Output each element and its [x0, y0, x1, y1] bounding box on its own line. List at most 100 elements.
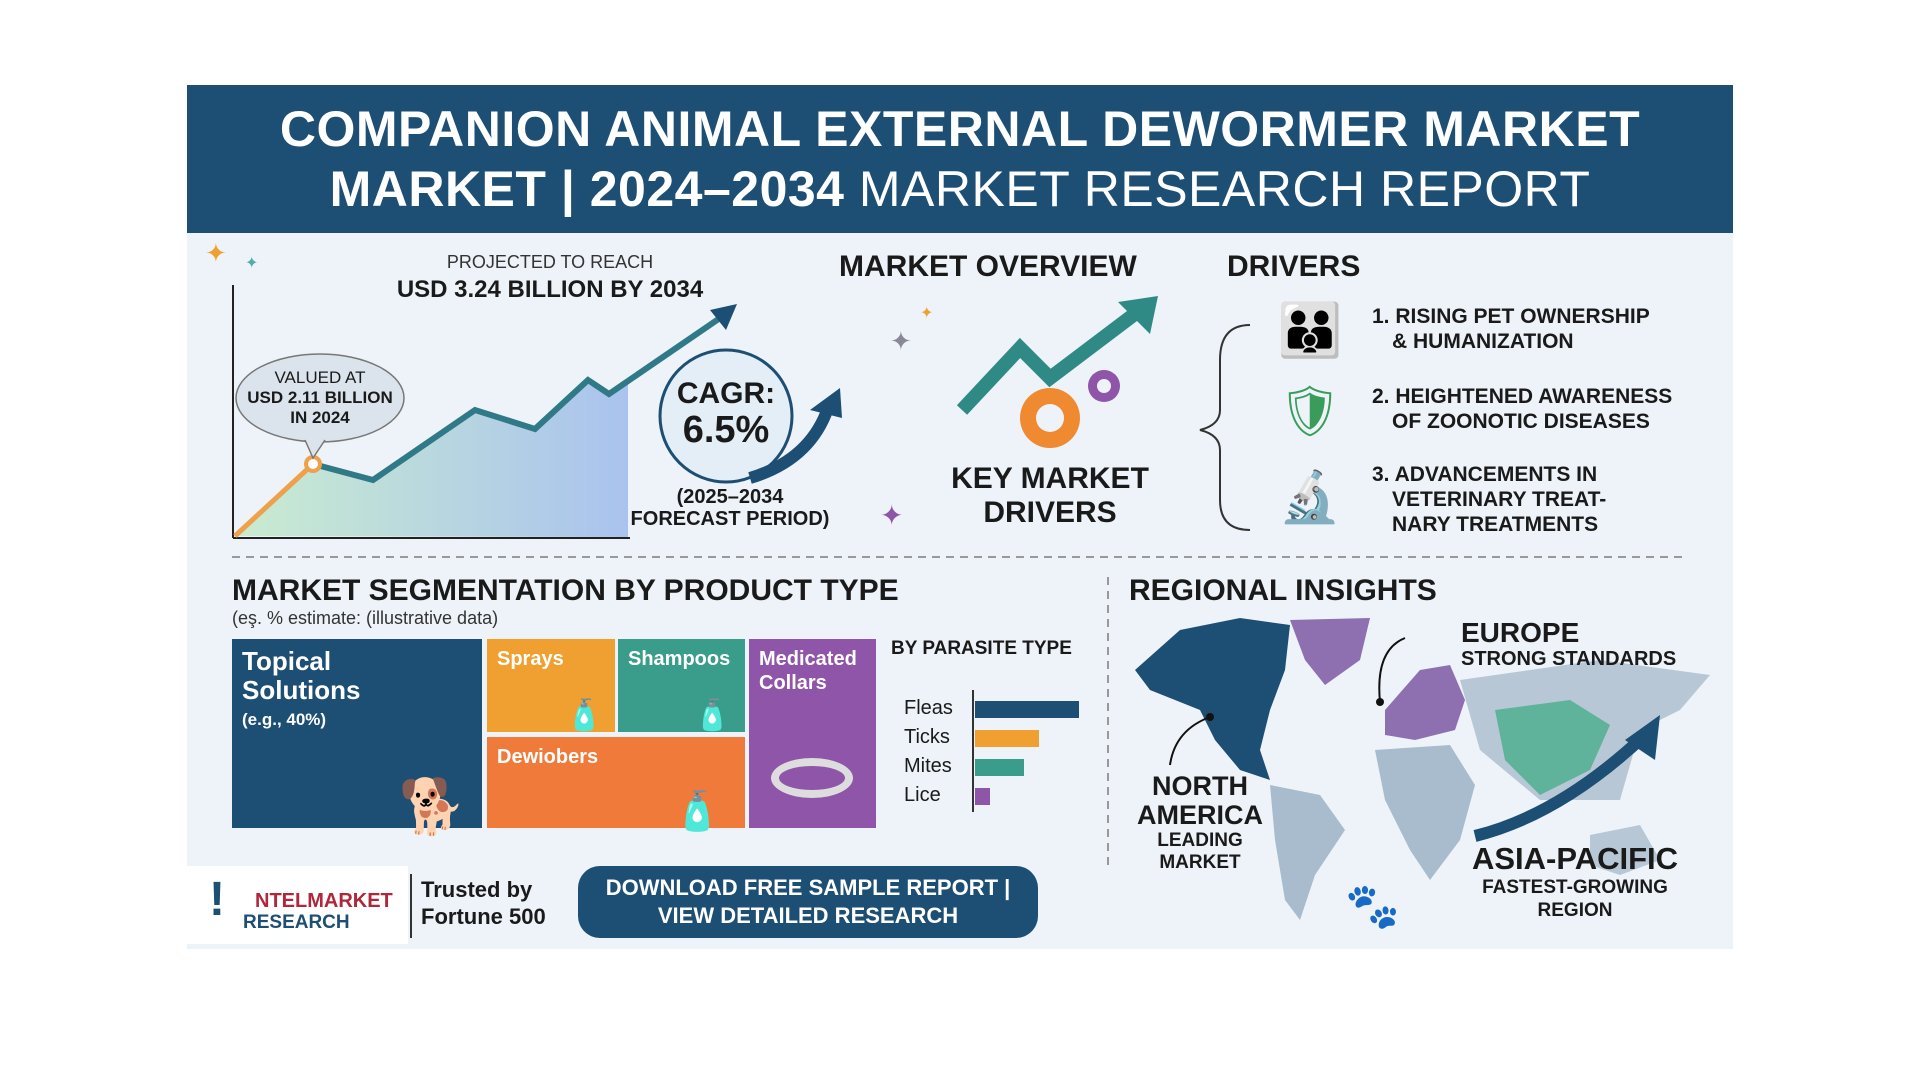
svg-text:✦: ✦	[205, 238, 227, 268]
driver-3-l1: 3. ADVANCEMENTS IN	[1372, 463, 1598, 486]
valued-l1: VALUED AT	[274, 368, 366, 387]
title-banner: COMPANION ANIMAL EXTERNAL DEWORMER MARKE…	[187, 85, 1733, 233]
svg-text:✦: ✦	[880, 500, 903, 531]
map-europe	[1385, 665, 1465, 740]
segment-topical: Topical Solutions (e.g., 40%) 🐕	[232, 639, 482, 837]
cta-l1: DOWNLOAD FREE SAMPLE REPORT |	[605, 875, 1011, 900]
map-south-america	[1270, 785, 1345, 920]
parasite-bar-fleas	[975, 701, 1079, 718]
logo: ! NTELMARKET RESEARCH	[187, 866, 408, 944]
segment-medicated-collars: Medicated Collars	[749, 639, 876, 828]
na-l1: NORTH	[1152, 771, 1248, 801]
spray-bottle-icon: 🧴	[565, 699, 603, 732]
parasite-title: BY PARASITE TYPE	[891, 638, 1072, 659]
segment-topical-l2: Solutions	[242, 675, 361, 705]
key-l1: KEY MARKET	[951, 462, 1149, 495]
apac-sub2: REGION	[1537, 900, 1613, 921]
forecast-period: (2025–2034 FORECAST PERIOD)	[610, 486, 850, 530]
parasite-label-lice: Lice	[904, 784, 941, 806]
apac-title: ASIA-PACIFIC	[1471, 841, 1679, 876]
shampoo-bottle-icon: 🧴	[693, 699, 731, 732]
segment-dewiobers: Dewiobers 🧴	[487, 737, 745, 831]
cagr-label: CAGR:	[676, 377, 776, 410]
infographic-panel	[187, 233, 1733, 949]
overview-trend-arrow	[956, 304, 1145, 415]
svg-text:✦: ✦	[890, 326, 912, 356]
map-greenland	[1290, 618, 1370, 685]
apac-sub1: FASTEST-GROWING	[1482, 877, 1668, 898]
trusted-l1: Trusted by	[421, 877, 533, 902]
download-sample-button[interactable]: DOWNLOAD FREE SAMPLE REPORT | VIEW DETAIL…	[578, 866, 1038, 938]
parasite-label-ticks: Ticks	[904, 726, 950, 748]
lab-microscope-icon: 🔬	[1278, 469, 1342, 525]
valued-l2: USD 2.11 BILLION	[247, 388, 393, 407]
collar-icon	[771, 758, 853, 798]
projected-label: PROJECTED TO REACH	[446, 252, 654, 272]
title-line-2-bold: MARKET | 2024–2034	[329, 161, 845, 217]
logo-line-2: RESEARCH	[243, 912, 350, 933]
trusted-l2: Fortune 500	[421, 904, 546, 929]
forecast-line	[312, 315, 722, 484]
map-africa	[1375, 745, 1475, 880]
growth-area	[235, 378, 628, 537]
segmentation-title: MARKET SEGMENTATION BY PRODUCT TYPE	[232, 574, 899, 607]
parasite-bar-lice	[975, 788, 990, 805]
segment-shampoos: Shampoos 🧴	[618, 639, 745, 732]
driver-item-2: 2. HEIGHTENED AWARENESS OF ZOONOTIC DISEA…	[1372, 384, 1672, 434]
segment-shampoos-label: Shampoos	[628, 648, 731, 670]
map-australia	[1590, 825, 1660, 875]
key-drivers-label: KEY MARKET DRIVERS	[930, 462, 1170, 530]
segment-sprays: Sprays 🧴	[487, 639, 615, 732]
cagr-text: CAGR: 6.5%	[660, 376, 792, 451]
trusted-text: Trusted by Fortune 500	[421, 876, 546, 930]
cta-l2: VIEW DETAILED RESEARCH	[657, 903, 959, 928]
map-north-america	[1135, 618, 1290, 780]
valued-text: VALUED AT USD 2.11 BILLION IN 2024	[236, 368, 404, 428]
driver-3-l2: VETERINARY TREAT-	[1392, 488, 1607, 511]
overview-title: MARKET OVERVIEW	[839, 250, 1137, 283]
driver-1-l2: & HUMANIZATION	[1392, 330, 1574, 353]
na-sub2: MARKET	[1159, 852, 1241, 873]
svg-text:✦: ✦	[920, 305, 933, 322]
cagr-arrow-icon	[810, 388, 842, 418]
title-line-1: COMPANION ANIMAL EXTERNAL DEWORMER MARKE…	[279, 101, 1641, 157]
projected-value: USD 3.24 BILLION BY 2034	[396, 276, 704, 303]
logo-line-1: NTELMARKET	[255, 890, 393, 912]
cagr-circle	[658, 348, 794, 484]
parasite-bar-ticks	[975, 730, 1040, 747]
family-pets-icon: 👪	[1277, 302, 1343, 360]
cagr-value: 6.5%	[682, 409, 770, 451]
shield-bug-icon: 🛡	[1278, 383, 1342, 439]
history-line	[233, 462, 315, 538]
driver-item-3: 3. ADVANCEMENTS IN VETERINARY TREAT- NARY …	[1372, 462, 1606, 537]
parasite-label-fleas: Fleas	[904, 697, 953, 719]
regional-title: REGIONAL INSIGHTS	[1129, 574, 1437, 607]
parasite-bar-mites	[975, 759, 1024, 776]
arrow-head-icon	[710, 304, 737, 330]
paw-print-icon: 🐾	[1345, 882, 1400, 931]
parasite-label-mites: Mites	[904, 755, 952, 777]
north-america-label: NORTH AMERICA LEADING MARKET	[1120, 772, 1280, 874]
na-l2: AMERICA	[1137, 800, 1263, 830]
driver-3-l3: NARY TREATMENTS	[1392, 513, 1599, 536]
driver-1-l1: 1. RISING PET OWNERSHIP	[1372, 305, 1650, 328]
europe-sub: STRONG STANDARDS	[1461, 648, 1677, 670]
driver-2-l1: 2. HEIGHTENED AWARENESS	[1372, 385, 1673, 408]
key-l2: DRIVERS	[983, 496, 1117, 529]
segment-sprays-label: Sprays	[497, 648, 564, 670]
drivers-title: DRIVERS	[1227, 250, 1361, 283]
segment-topical-share: (e.g., 40%)	[242, 710, 327, 729]
europe-label: EUROPE	[1461, 617, 1580, 648]
segment-collars-l1: Medicated	[759, 648, 857, 670]
segment-collars-l2: Collars	[759, 672, 827, 694]
drivers-brace	[1199, 324, 1251, 531]
valued-l3: IN 2024	[290, 408, 350, 427]
title-line-2-thin: MARKET RESEARCH REPORT	[858, 161, 1591, 217]
driver-item-1: 1. RISING PET OWNERSHIP & HUMANIZATION	[1372, 304, 1650, 354]
svg-text:✦: ✦	[245, 255, 258, 272]
segmentation-subtitle: (eş. % estimate: (illustrative data)	[232, 608, 499, 628]
driver-2-l2: OF ZOONOTIC DISEASES	[1392, 410, 1650, 433]
period-l2: FORECAST PERIOD)	[630, 508, 830, 530]
bottle-dog-icon: 🐕	[398, 777, 466, 837]
